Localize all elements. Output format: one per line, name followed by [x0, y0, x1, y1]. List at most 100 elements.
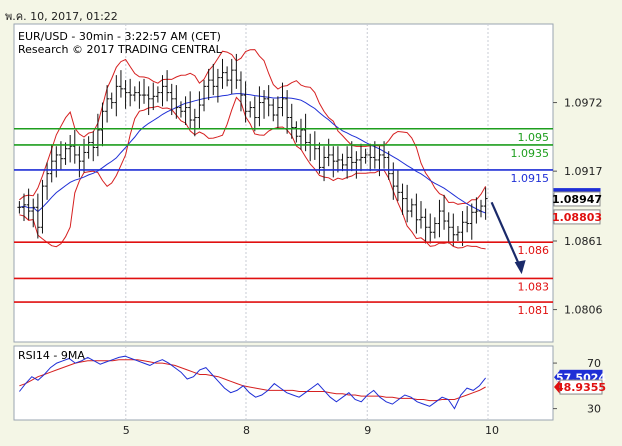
price-bar — [294, 121, 299, 143]
price-bar — [146, 86, 151, 116]
level-label: 1.086 — [518, 244, 550, 257]
arrow-shaft — [490, 201, 522, 269]
x-tick-label: 9 — [364, 424, 371, 437]
price-bar — [183, 96, 188, 126]
price-bar — [77, 146, 82, 178]
price-bar — [391, 162, 396, 200]
price-bar — [35, 193, 40, 239]
price-bar — [368, 143, 373, 172]
price-bar — [479, 199, 484, 218]
price-bar — [49, 144, 54, 183]
price-panel — [13, 23, 554, 343]
chart-title: EUR/USD - 30min - 3:22:57 AM (CET) — [18, 30, 221, 43]
price-bar — [358, 143, 363, 172]
price-tag-box — [553, 191, 601, 207]
price-bar — [238, 71, 243, 112]
price-bar — [409, 198, 414, 218]
price-bar — [275, 96, 280, 129]
x-tick-label: 8 — [243, 424, 250, 437]
price-bar — [165, 70, 170, 102]
price-bar — [234, 53, 239, 89]
x-tick-label: 5 — [123, 424, 130, 437]
price-bar — [206, 68, 211, 101]
price-bar — [31, 198, 36, 228]
price-tick-label: 1.0806 — [564, 304, 603, 317]
rsi-ma-value-tag-label: 48.9355 — [556, 381, 606, 394]
rsi-line — [19, 355, 486, 410]
price-bar — [331, 146, 336, 178]
datestamp: พ.ค. 10, 2017, 01:22 — [5, 10, 118, 23]
price-bar — [451, 213, 456, 246]
price-bars — [17, 53, 488, 246]
price-bar — [266, 85, 271, 117]
price-bar — [405, 184, 410, 223]
price-bar — [220, 58, 225, 89]
price-bar — [142, 78, 147, 104]
rsi-lines — [19, 355, 486, 410]
price-bar — [197, 91, 202, 129]
price-bar — [455, 226, 460, 241]
rsi-tick-label: 70 — [587, 357, 601, 370]
price-bar — [40, 179, 45, 234]
price-bar — [91, 131, 96, 162]
price-bar — [118, 70, 123, 98]
price-bar — [54, 146, 59, 178]
upper-band — [19, 49, 487, 205]
price-bar — [132, 86, 137, 102]
price-bar — [257, 86, 262, 127]
price-bar — [474, 197, 479, 224]
price-bar — [109, 92, 114, 109]
price-bar — [45, 162, 50, 200]
price-bar — [280, 82, 285, 117]
rsi-tick-label: 30 — [587, 403, 601, 416]
price-bar — [137, 81, 142, 109]
price-tick-label: 1.0917 — [564, 165, 603, 178]
price-bar — [248, 101, 253, 118]
price-bar — [442, 194, 447, 230]
price-bar — [400, 183, 405, 215]
price-tick-label: 1.0861 — [564, 235, 603, 248]
rsi-label: RSI14 - 9MA — [18, 349, 85, 362]
price-bar — [178, 101, 183, 118]
price-bar — [100, 102, 105, 147]
level-label: 1.095 — [518, 131, 550, 144]
price-bar — [63, 142, 68, 165]
price-tag-label: 1.08803 — [552, 211, 602, 224]
price-bar — [105, 85, 110, 123]
price-tick-label: 1.0972 — [564, 97, 603, 110]
price-bar — [326, 138, 331, 167]
price-bar — [483, 187, 488, 220]
price-bar — [414, 193, 419, 234]
price-bar — [160, 75, 165, 107]
price-bar — [252, 96, 257, 132]
price-bar — [243, 81, 248, 123]
price-bar — [317, 142, 322, 174]
price-bar — [349, 141, 354, 172]
price-bar — [465, 206, 470, 233]
price-bar — [58, 141, 63, 170]
price-bar — [229, 58, 234, 94]
price-bar — [354, 151, 359, 179]
price-bar — [95, 113, 100, 157]
price-bar — [188, 91, 193, 129]
price-bar — [72, 130, 77, 164]
level-label: 1.083 — [518, 280, 550, 293]
price-bar — [128, 78, 133, 107]
price-bar — [123, 80, 128, 109]
price-bar — [432, 217, 437, 239]
price-bar — [271, 98, 276, 122]
price-bar — [26, 188, 31, 220]
price-tag-label: 1.08947 — [552, 193, 602, 206]
price-bar — [174, 85, 179, 119]
price-bar — [114, 75, 119, 117]
level-label: 1.0915 — [511, 172, 550, 185]
price-bar — [418, 201, 423, 229]
price-bar — [395, 169, 400, 202]
chart-subtitle: Research © 2017 TRADING CENTRAL — [18, 43, 223, 56]
grid — [125, 24, 489, 420]
x-tick-label: 10 — [485, 424, 499, 437]
price-bar — [437, 199, 442, 238]
price-bar — [335, 146, 340, 173]
price-bar — [192, 108, 197, 137]
